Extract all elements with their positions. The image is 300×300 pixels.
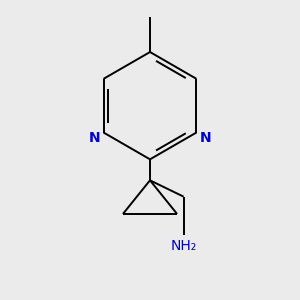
Text: NH₂: NH₂ [170, 239, 197, 253]
Text: N: N [200, 130, 211, 145]
Text: N: N [89, 130, 100, 145]
